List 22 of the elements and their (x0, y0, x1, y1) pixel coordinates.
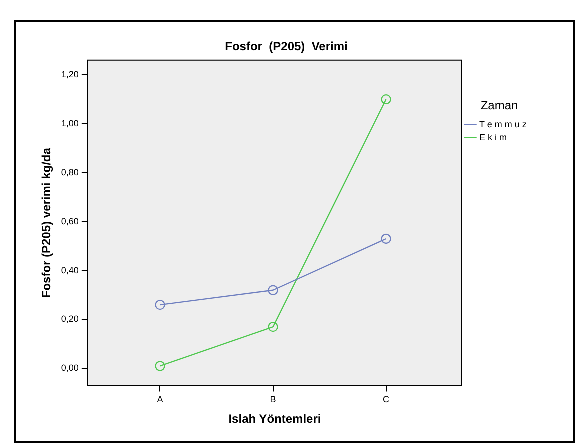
point (155, 300, 166, 310)
x-tick-label: C (383, 394, 390, 405)
point (381, 94, 392, 105)
y-tick-label: 0,80 (61, 167, 79, 178)
x-tick-label: A (157, 394, 164, 405)
legend-label: E k i m (479, 132, 508, 142)
y-tick-label: 1,00 (61, 118, 79, 128)
x-tick-label: B (270, 394, 276, 405)
point (268, 322, 278, 332)
chart-title: Fosfor (P205) Verimi (225, 40, 348, 54)
point (155, 361, 166, 372)
y-tick-label: 0,00 (61, 363, 79, 374)
y-tick-label: 0,60 (61, 216, 79, 226)
y-tick-label: 0,20 (61, 314, 79, 324)
y-tick-label: 0,40 (61, 265, 79, 276)
legend-label: T e m m u z (479, 119, 528, 130)
y-tick-label: 1,20 (61, 70, 79, 80)
y-axis-title: Fosfor (P205) verimi kg/da (40, 148, 54, 298)
point (268, 285, 278, 296)
x-axis-title: Islah Yöntemleri (228, 412, 322, 426)
point (381, 234, 392, 244)
legend-title: Zaman (480, 98, 518, 112)
